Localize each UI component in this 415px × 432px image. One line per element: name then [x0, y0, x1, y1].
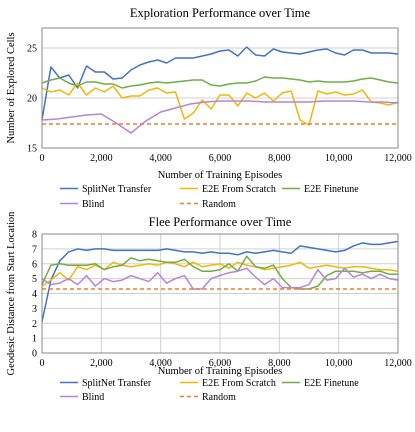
x-tick-label: 6,000	[209, 358, 232, 369]
legend: SplitNet Transfer E2E From Scratch E2E Fin…	[60, 378, 359, 403]
chart-2: Flee Performance over Time 0 1 2 3 4 5 6 7 8 0 2,00…	[6, 211, 412, 403]
y-tick-label: 7	[32, 244, 37, 255]
legend-label: Blind	[82, 199, 104, 210]
x-tick-label: 0	[40, 153, 45, 164]
x-tick-label: 10,000	[325, 153, 353, 164]
x-tick-label: 4,000	[149, 358, 172, 369]
plot-frame	[41, 233, 399, 354]
x-axis-label: Number of Training Episodes	[158, 366, 283, 377]
legend-label: E2E From Scratch	[202, 184, 276, 195]
x-axis-label: Number of Training Episodes	[158, 170, 283, 181]
series-line-splitnet-transfer	[41, 46, 399, 121]
x-tick-label: 8,000	[268, 358, 291, 369]
chart-title: Flee Performance over Time	[149, 215, 292, 229]
legend-label: Blind	[82, 392, 104, 403]
y-tick-label: 25	[27, 44, 37, 55]
legend-label: Random	[202, 392, 236, 403]
y-tick-label: 3	[32, 304, 37, 315]
series-line-blind	[41, 267, 399, 290]
series-line-e2e-finetune	[41, 76, 399, 89]
legend-label: SplitNet Transfer	[82, 184, 152, 195]
legend-label: E2E From Scratch	[202, 378, 276, 389]
y-tick-label: 15	[27, 144, 37, 155]
legend-label: E2E Finetune	[304, 184, 359, 195]
y-tick-label: 8	[32, 230, 37, 241]
x-tick-label: 2,000	[90, 153, 113, 164]
legend-label: SplitNet Transfer	[82, 378, 152, 389]
chart-1: Exploration Performance over Time 15 20 25 0…	[6, 6, 412, 210]
y-tick-label: 4	[32, 289, 37, 300]
x-tick-label: 12,000	[384, 358, 412, 369]
x-tick-label: 6,000	[209, 153, 232, 164]
plot-frame	[41, 27, 399, 149]
x-tick-label: 4,000	[149, 153, 172, 164]
x-tick-label: 8,000	[268, 153, 291, 164]
legend-label: E2E Finetune	[304, 378, 359, 389]
y-tick-label: 6	[32, 259, 37, 270]
legend-label: Random	[202, 199, 236, 210]
series-line-e2e-from-scratch	[41, 82, 399, 126]
chart-title: Exploration Performance over Time	[130, 6, 311, 20]
y-tick-label: 1	[32, 334, 37, 345]
legend: SplitNet Transfer E2E From Scratch E2E Fin…	[60, 184, 359, 210]
x-tick-label: 10,000	[325, 358, 353, 369]
y-tick-label: 0	[32, 349, 37, 360]
series-line-splitnet-transfer	[41, 240, 399, 322]
y-axis-label: Number of Explored Cells	[6, 32, 17, 143]
series-line-e2e-finetune	[41, 255, 398, 290]
x-tick-label: 12,000	[384, 153, 412, 164]
series-line-blind	[41, 100, 399, 134]
y-tick-label: 2	[32, 319, 37, 330]
y-tick-label: 20	[27, 94, 37, 105]
y-tick-label: 5	[32, 274, 37, 285]
x-tick-label: 0	[40, 358, 45, 369]
x-tick-label: 2,000	[90, 358, 113, 369]
y-axis-label: Geodesic Distance from Start Location	[6, 211, 17, 376]
